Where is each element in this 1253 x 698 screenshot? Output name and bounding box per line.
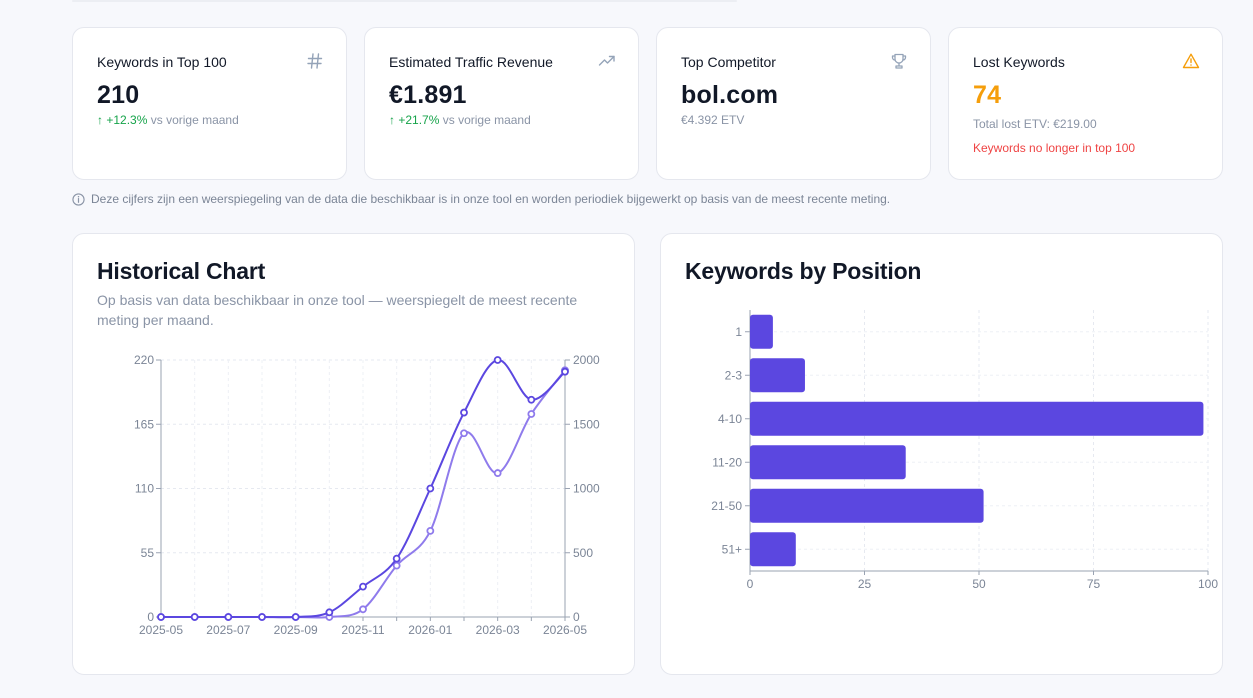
change-percent: +12.3% xyxy=(106,113,148,127)
historical-chart-panel: Historical Chart Op basis van data besch… xyxy=(72,233,635,675)
stat-value: 210 xyxy=(97,81,140,109)
keywords-by-position-panel: Keywords by Position 1 2-3 4-10 11-20 21-50 5… xyxy=(660,233,1223,675)
data-point-left[interactable] xyxy=(493,356,502,364)
bar-51+[interactable] xyxy=(750,532,796,567)
data-point-right[interactable] xyxy=(426,527,435,535)
x-tick-label: 2025-07 xyxy=(206,623,250,637)
data-point-left[interactable] xyxy=(325,608,334,617)
y-left-tick-label: 110 xyxy=(135,482,154,496)
data-point-right[interactable] xyxy=(460,429,468,438)
trending-up-icon xyxy=(598,55,615,66)
historical-line-chart: 0 55 110 165 220 0 500 1000 1500 2000 2025-05 2025-… xyxy=(134,353,600,637)
data-point-left[interactable] xyxy=(561,367,569,376)
panel-title: Historical Chart xyxy=(97,258,266,284)
y-right-tick-label: 0 xyxy=(573,610,580,624)
data-point-left[interactable] xyxy=(157,613,165,621)
stat-card-traffic-revenue: Estimated Traffic Revenue €1.891 ↑ +21.7… xyxy=(364,27,639,180)
stat-value: 74 xyxy=(973,81,1002,109)
data-point-left[interactable] xyxy=(359,582,367,591)
stat-title: Keywords in Top 100 xyxy=(97,54,227,70)
x-tick-label: 25 xyxy=(858,577,872,591)
y-left-tick-label: 220 xyxy=(134,353,154,367)
y-right-tick-label: 1000 xyxy=(573,482,600,496)
stat-card-top-competitor: Top Competitor bol.com €4.392 ETV xyxy=(656,27,931,180)
x-tick-label: 2025-11 xyxy=(341,623,384,637)
data-point-right[interactable] xyxy=(527,410,536,418)
x-tick-label: 2025-05 xyxy=(139,623,183,637)
hash-icon xyxy=(307,53,323,69)
stat-warning-text: Keywords no longer in top 100 xyxy=(973,141,1136,155)
x-tick-label: 2026-03 xyxy=(476,623,520,637)
x-tick-label: 50 xyxy=(972,577,986,591)
x-tick-label: 75 xyxy=(1087,577,1101,591)
category-label: 1 xyxy=(735,325,742,339)
stat-sub: €4.392 ETV xyxy=(681,113,745,127)
top-bar-remnant xyxy=(72,0,737,2)
arrow-up-icon: ↑ xyxy=(97,113,103,127)
change-suffix: vs vorige maand xyxy=(442,113,531,127)
stat-sub: Total lost ETV: €219.00 xyxy=(973,117,1097,131)
stat-title: Lost Keywords xyxy=(973,54,1065,70)
stat-change: ↑ +12.3% vs vorige maand xyxy=(97,113,239,127)
y-right-tick-label: 1500 xyxy=(573,417,600,431)
info-icon xyxy=(72,192,85,206)
bar-4-10[interactable] xyxy=(750,401,1204,436)
x-tick-label: 2025-09 xyxy=(274,623,318,637)
x-tick-label: 0 xyxy=(747,577,754,591)
bar-2-3[interactable] xyxy=(750,358,805,393)
y-left-tick-label: 55 xyxy=(141,546,155,560)
data-point-left[interactable] xyxy=(460,408,468,417)
data-point-left[interactable] xyxy=(426,484,435,493)
x-tick-label: 100 xyxy=(1198,577,1218,591)
data-point-right[interactable] xyxy=(493,469,502,477)
data-point-left[interactable] xyxy=(190,613,199,621)
data-info-note: Deze cijfers zijn een weerspiegeling van… xyxy=(72,192,890,206)
y-left-tick-label: 165 xyxy=(134,417,154,431)
bar-1[interactable] xyxy=(750,314,773,349)
y-right-tick-label: 500 xyxy=(573,546,593,560)
stat-card-lost-keywords: Lost Keywords 74 Total lost ETV: €219.00… xyxy=(948,27,1223,180)
data-point-left[interactable] xyxy=(291,613,300,621)
data-point-left[interactable] xyxy=(258,613,266,621)
stat-value: €1.891 xyxy=(389,81,467,109)
stat-title: Top Competitor xyxy=(681,54,776,70)
stat-card-keywords-top100: Keywords in Top 100 210 ↑ +12.3% vs vori… xyxy=(72,27,347,180)
stat-value: bol.com xyxy=(681,81,779,109)
arrow-up-icon: ↑ xyxy=(389,113,395,127)
category-label: 4-10 xyxy=(718,412,742,426)
bar-21-50[interactable] xyxy=(750,488,984,523)
stat-title: Estimated Traffic Revenue xyxy=(389,54,553,70)
data-point-right[interactable] xyxy=(359,605,367,614)
change-suffix: vs vorige maand xyxy=(150,113,239,127)
stat-change: ↑ +21.7% vs vorige maand xyxy=(389,113,531,127)
data-point-left[interactable] xyxy=(527,395,536,404)
keywords-position-bar-chart: 1 2-3 4-10 11-20 21-50 51+ 0 25 50 75 100 xyxy=(711,310,1218,591)
category-label: 51+ xyxy=(722,542,742,556)
data-point-left[interactable] xyxy=(392,554,401,563)
y-left-tick-label: 0 xyxy=(147,610,154,624)
warning-icon xyxy=(1182,53,1200,69)
x-tick-label: 2026-01 xyxy=(408,623,452,637)
panel-subtitle: Op basis van data beschikbaar in onze to… xyxy=(97,292,578,328)
category-label: 11-20 xyxy=(712,455,742,469)
panel-title: Keywords by Position xyxy=(685,258,922,284)
data-point-right[interactable] xyxy=(392,561,401,570)
note-text: Deze cijfers zijn een weerspiegeling van… xyxy=(91,192,891,206)
y-right-tick-label: 2000 xyxy=(573,353,600,367)
data-point-left[interactable] xyxy=(224,613,233,621)
bar-11-20[interactable] xyxy=(750,445,906,480)
x-tick-label: 2026-05 xyxy=(543,623,587,637)
change-percent: +21.7% xyxy=(398,113,440,127)
trophy-icon xyxy=(891,53,907,69)
category-label: 21-50 xyxy=(711,499,742,513)
category-label: 2-3 xyxy=(725,368,743,382)
